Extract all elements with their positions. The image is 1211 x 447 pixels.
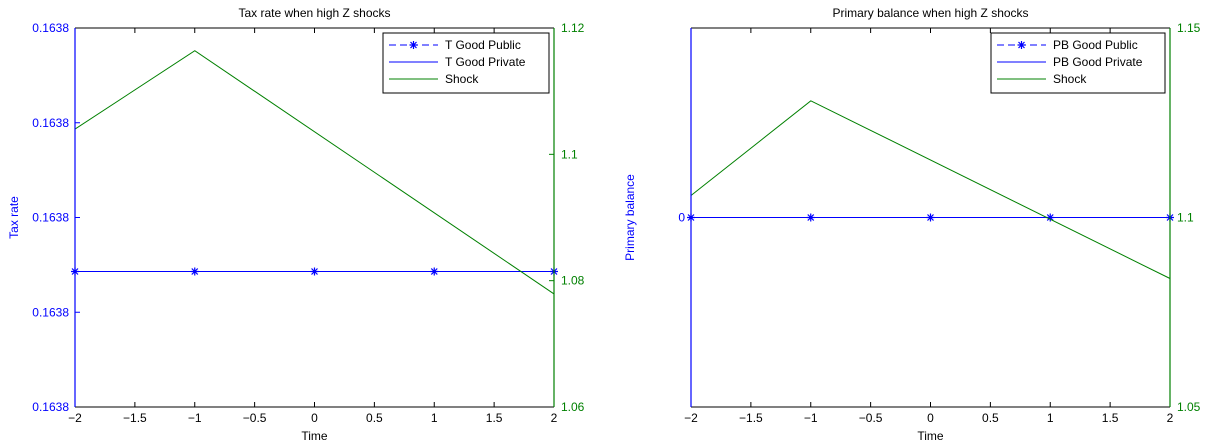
chart-title: Tax rate when high Z shocks <box>238 6 390 20</box>
x-tick-label: 0 <box>927 411 934 425</box>
x-tick-label: 2 <box>551 411 558 425</box>
x-axis-label: Time <box>917 429 944 443</box>
legend-label: Shock <box>1053 72 1087 86</box>
x-tick-label: 0.5 <box>366 411 383 425</box>
x-tick-label: −2 <box>68 411 82 425</box>
legend-marker <box>1017 41 1026 49</box>
right-y-tick-label: 1.15 <box>1177 21 1201 35</box>
right-y-tick-label: 1.1 <box>561 147 578 161</box>
legend-marker <box>409 41 418 49</box>
x-tick-label: −0.5 <box>243 411 267 425</box>
x-tick-label: 1.5 <box>1102 411 1119 425</box>
chart-title: Primary balance when high Z shocks <box>832 6 1028 20</box>
right-y-tick-label: 1.06 <box>561 400 585 414</box>
series-line-shock <box>690 100 1171 279</box>
left-y-tick-label: 0 <box>678 211 685 225</box>
right-y-tick-label: 1.12 <box>561 21 585 35</box>
left-y-tick-label: 0.1638 <box>32 400 69 414</box>
x-tick-label: 1 <box>431 411 438 425</box>
x-tick-label: 1.5 <box>486 411 503 425</box>
x-tick-label: 2 <box>1167 411 1174 425</box>
legend: PB Good Public PB Good Private Shock <box>990 32 1166 94</box>
x-tick-label: −1 <box>804 411 818 425</box>
legend-label: T Good Public <box>445 38 521 52</box>
chart-1: Tax rate when high Z shocks −2 −1.5 −1 −0.5 0… <box>7 6 585 443</box>
chart-2: Primary balance when high Z shocks −2 −1.5… <box>623 6 1201 443</box>
x-tick-label: −1.5 <box>739 411 763 425</box>
legend-label: T Good Private <box>445 55 526 69</box>
left-y-tick-label: 0.1638 <box>32 116 69 130</box>
x-axis-label: Time <box>301 429 328 443</box>
left-y-axis-label: Tax rate <box>7 196 21 239</box>
legend-label: PB Good Private <box>1053 55 1143 69</box>
legend-box <box>990 32 1166 94</box>
right-y-tick-label: 1.08 <box>561 274 585 288</box>
series-line-shock <box>74 50 555 295</box>
legend-label: PB Good Public <box>1053 38 1138 52</box>
x-tick-label: 1 <box>1047 411 1054 425</box>
left-y-tick-label: 0.1638 <box>32 211 69 225</box>
right-y-tick-label: 1.05 <box>1177 400 1201 414</box>
legend-label: Shock <box>445 72 479 86</box>
left-y-axis-label: Primary balance <box>623 174 637 261</box>
x-tick-label: −2 <box>684 411 698 425</box>
x-tick-label: −1 <box>188 411 202 425</box>
x-tick-label: −0.5 <box>859 411 883 425</box>
x-tick-label: −1.5 <box>123 411 147 425</box>
x-tick-label: 0 <box>311 411 318 425</box>
right-y-tick-label: 1.1 <box>1177 211 1194 225</box>
left-y-tick-label: 0.1638 <box>32 21 69 35</box>
legend: T Good Public T Good Private Shock <box>382 32 550 94</box>
x-tick-label: 0.5 <box>982 411 999 425</box>
left-y-tick-label: 0.1638 <box>32 305 69 319</box>
